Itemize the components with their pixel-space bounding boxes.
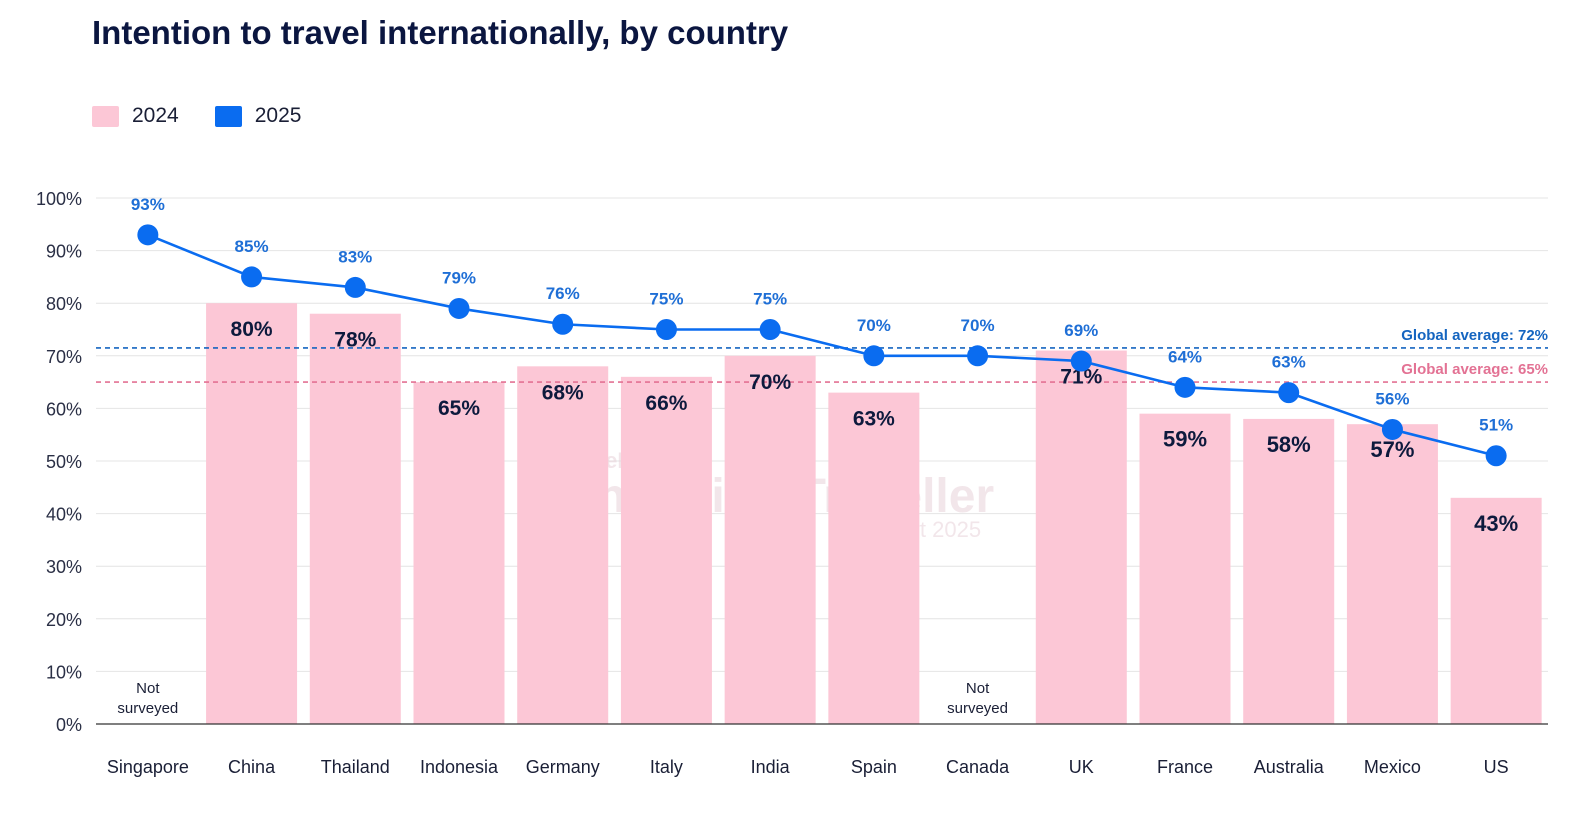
reference-line-label: Global average: 72%: [1401, 327, 1548, 344]
y-tick-label: 0%: [56, 715, 82, 735]
x-tick-label: Canada: [946, 757, 1010, 777]
bar-2024: [1346, 424, 1438, 724]
bar-2024: [413, 382, 505, 724]
legend: 2024 2025: [92, 104, 301, 128]
point-2025: [241, 266, 263, 288]
legend-label-2025: 2025: [254, 104, 302, 127]
legend-swatch-2024: [92, 105, 119, 127]
point-2025: [863, 345, 885, 367]
bar-value-label: 63%: [853, 408, 895, 431]
bar-value-label: 68%: [542, 381, 584, 404]
x-tick-label: France: [1157, 757, 1213, 777]
bar-2024: [1450, 497, 1542, 724]
point-2025: [137, 224, 159, 246]
x-tick-label: US: [1484, 757, 1509, 777]
bar-value-label: 59%: [1163, 427, 1207, 452]
y-tick-label: 70%: [46, 347, 82, 367]
bar-2024: [828, 392, 920, 724]
x-tick-label: Indonesia: [420, 757, 499, 777]
bar-2024: [1243, 418, 1335, 724]
x-tick-label: Italy: [650, 757, 683, 777]
not-surveyed-label: Not: [966, 680, 990, 697]
point-value-label: 76%: [546, 284, 580, 303]
point-value-label: 70%: [857, 316, 891, 335]
y-tick-label: 80%: [46, 294, 82, 314]
x-tick-label: Spain: [851, 757, 897, 777]
bar-value-label: 80%: [231, 318, 273, 341]
y-tick-label: 20%: [46, 610, 82, 630]
y-tick-label: 60%: [46, 399, 82, 419]
bar-value-label: 58%: [1267, 432, 1311, 457]
y-tick-label: 30%: [46, 557, 82, 577]
reference-line-label: Global average: 65%: [1401, 361, 1548, 378]
point-2025: [448, 297, 470, 319]
point-value-label: 75%: [649, 290, 683, 309]
x-tick-label: UK: [1069, 757, 1094, 777]
point-value-label: 70%: [961, 316, 995, 335]
point-value-label: 69%: [1064, 321, 1098, 340]
y-tick-label: 10%: [46, 662, 82, 682]
x-tick-label: Germany: [526, 757, 600, 777]
point-value-label: 85%: [235, 237, 269, 256]
not-surveyed-label: Not: [136, 680, 160, 697]
point-2025: [344, 276, 366, 298]
bar-value-label: 70%: [749, 371, 791, 394]
point-value-label: 93%: [131, 195, 165, 214]
bar-value-label: 66%: [645, 392, 687, 415]
not-surveyed-label: surveyed: [117, 700, 178, 717]
not-surveyed-label: surveyed: [947, 700, 1008, 717]
legend-swatch-2025: [214, 105, 242, 127]
x-tick-label: Singapore: [107, 757, 189, 777]
point-value-label: 83%: [338, 247, 372, 266]
point-2025: [1278, 382, 1300, 404]
bar-value-label: 43%: [1474, 511, 1518, 536]
bar-2024: [724, 355, 816, 724]
point-2025: [1070, 350, 1092, 372]
bar-2024: [517, 366, 609, 724]
y-tick-label: 100%: [36, 189, 82, 209]
legend-item-2024: 2024: [92, 104, 179, 128]
bar-2024: [206, 303, 298, 724]
bar-value-label: 78%: [334, 329, 376, 352]
x-tick-label: China: [228, 757, 276, 777]
point-value-label: 63%: [1272, 353, 1306, 372]
legend-label-2024: 2024: [132, 104, 179, 127]
x-tick-label: Australia: [1254, 757, 1325, 777]
point-value-label: 51%: [1479, 416, 1513, 435]
y-tick-label: 90%: [46, 242, 82, 262]
point-2025: [655, 319, 677, 340]
legend-item-2025: 2025: [214, 104, 302, 128]
y-tick-label: 50%: [46, 452, 82, 472]
x-tick-label: Thailand: [321, 757, 390, 777]
point-value-label: 75%: [753, 290, 787, 309]
bar-value-label: 71%: [1060, 366, 1102, 389]
bar-2024: [1035, 350, 1127, 724]
bar-value-label: 65%: [438, 397, 480, 420]
bar-2024: [1139, 413, 1231, 724]
point-2025: [1381, 418, 1403, 440]
bar-2024: [309, 313, 401, 724]
x-tick-label: India: [751, 757, 791, 777]
x-tick-label: Mexico: [1364, 757, 1421, 777]
bar-value-label: 57%: [1370, 437, 1414, 462]
point-2025: [1485, 445, 1507, 467]
point-value-label: 79%: [442, 268, 476, 287]
point-2025: [1174, 376, 1196, 398]
point-2025: [967, 345, 989, 367]
point-2025: [759, 319, 781, 340]
point-value-label: 56%: [1375, 389, 1409, 408]
chart-title: Intention to travel internationally, by …: [92, 14, 789, 51]
point-2025: [552, 313, 574, 335]
y-tick-label: 40%: [46, 505, 82, 525]
bar-2024: [620, 376, 712, 724]
point-value-label: 64%: [1168, 347, 1202, 366]
line-2025: [147, 233, 1497, 458]
